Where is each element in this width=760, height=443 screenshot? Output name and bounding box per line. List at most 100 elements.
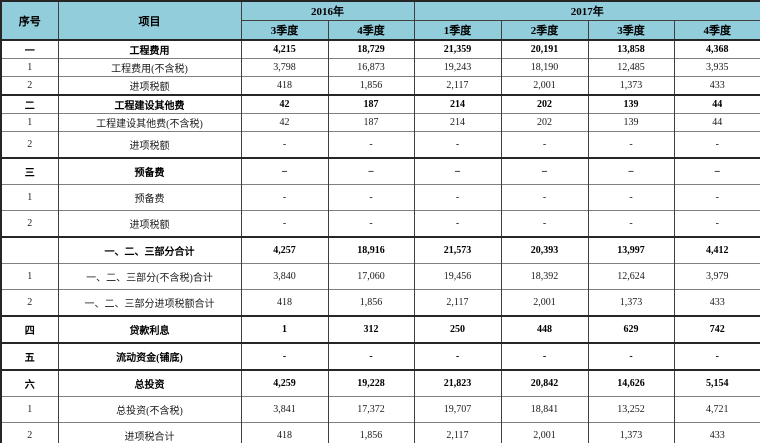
row-item-cell: 工程建设其他费 [57,94,242,114]
row-item-cell: 进项税额 [57,131,242,158]
value-cell: 2,001 [500,76,589,95]
row-item-cell: 预备费 [57,184,242,211]
row-no-cell: 六 [0,369,59,397]
value-cell: 1,373 [587,76,675,95]
row-no-cell: 2 [0,210,59,237]
value-cell: 18,729 [327,39,415,59]
value-cell: - [327,210,415,237]
value-cell: 418 [240,289,329,316]
value-cell: 19,456 [413,263,502,290]
value-cell: 42 [240,94,329,114]
value-cell: 42 [240,113,329,132]
row-item-cell: 一、二、三部分合计 [57,236,242,264]
quarter-header-2017-q1: 1季度 [413,20,502,41]
quarter-header-2017-q4: 4季度 [673,20,760,41]
header-row-years: 序号 项目 2016年 2017年 [0,1,760,41]
value-cell: 202 [500,94,589,114]
header-row-quarters: 3季度 4季度 1季度 2季度 3季度 4季度 [1,20,760,41]
table-row: 二工程建设其他费 42 187 214 202 139 44 [0,94,760,114]
value-cell: - [587,131,675,158]
value-cell: 20,393 [500,236,589,264]
row-no-cell: 三 [0,157,59,185]
value-cell: 418 [240,76,329,95]
table-body: 一工程费用 4,215 18,729 21,359 20,191 13,858 4,368 1… [0,39,760,443]
row-item-cell: 进项税额 [57,76,242,95]
value-cell: – [587,157,675,185]
value-cell: 1,373 [587,422,675,443]
quarter-header-2016-q3: 3季度 [240,20,329,41]
value-cell: 2,001 [500,289,589,316]
value-cell: 13,997 [587,236,675,264]
value-cell: 20,842 [500,369,589,397]
value-cell: 3,798 [240,58,329,77]
value-cell: 187 [327,94,415,114]
value-cell: 4,368 [673,39,760,59]
year-2017-header: 2017年 [413,1,760,21]
value-cell: 19,243 [413,58,502,77]
row-item-cell: 工程费用 [57,39,242,59]
table-row: 1 工程建设其他费(不含税) 42 187 214 202 139 44 [0,113,760,132]
row-no-cell: 1 [0,396,59,423]
row-item-cell: 总投资 [57,369,242,397]
value-cell: – [240,157,329,185]
value-cell: - [413,184,502,211]
value-cell: 433 [673,289,760,316]
value-cell: 17,060 [327,263,415,290]
table-row: 1 预备费 - - - - - - [0,184,760,211]
value-cell: 214 [413,94,502,114]
table-row: 2 进项税额 - - - - - - [0,131,760,158]
table-row: 三预备费 – – – – – – [0,157,760,185]
table-row: 1 工程费用(不含税) 3,798 16,873 19,243 18,190 12,485 3… [0,58,760,77]
value-cell: - [413,131,502,158]
value-cell: 13,858 [587,39,675,59]
value-cell: 3,979 [673,263,760,290]
value-cell: - [413,342,502,370]
table-row: 2 进项税额 - - - - - - [0,210,760,237]
value-cell: 12,624 [587,263,675,290]
row-no-cell: 1 [0,263,59,290]
row-item-cell: 总投资(不含税) [57,396,242,423]
value-cell: 187 [327,113,415,132]
value-cell: 14,626 [587,369,675,397]
row-item-cell: 流动资金(铺底) [57,342,242,370]
value-cell: 19,228 [327,369,415,397]
value-cell: 448 [500,315,589,343]
value-cell: 433 [673,422,760,443]
row-item-cell: 工程建设其他费(不含税) [57,113,242,132]
table-row: 2 进项税合计 418 1,856 2,117 2,001 1,373 433 [0,422,760,443]
row-no-cell: 四 [0,315,59,343]
value-cell: - [500,210,589,237]
value-cell: - [327,131,415,158]
value-cell: 742 [673,315,760,343]
table-row: 六总投资 4,259 19,228 21,823 20,842 14,626 5,154 [0,369,760,397]
row-item-cell: 工程费用(不含税) [57,58,242,77]
row-item-cell: 贷款利息 [57,315,242,343]
value-cell: 214 [413,113,502,132]
year-2016-header: 2016年 [240,1,415,21]
value-cell: 3,841 [240,396,329,423]
value-cell: - [673,210,760,237]
col-header-item: 项目 [57,1,242,41]
table-row: 2 一、二、三部分进项税额合计 418 1,856 2,117 2,001 1,373 433 [0,289,760,316]
table-row: 一工程费用 4,215 18,729 21,359 20,191 13,858 4,368 [0,39,760,59]
table-row: 五流动资金(铺底) - - - - - - [0,342,760,370]
value-cell: - [327,184,415,211]
value-cell: - [673,131,760,158]
value-cell: 19,707 [413,396,502,423]
value-cell: 4,412 [673,236,760,264]
value-cell: 3,840 [240,263,329,290]
row-item-cell: 进项税额 [57,210,242,237]
value-cell: - [673,342,760,370]
value-cell: 21,573 [413,236,502,264]
value-cell: - [673,184,760,211]
value-cell: 250 [413,315,502,343]
value-cell: 18,392 [500,263,589,290]
value-cell: 1,856 [327,76,415,95]
row-no-cell [0,236,59,264]
value-cell: 44 [673,94,760,114]
value-cell: 21,359 [413,39,502,59]
row-item-cell: 一、二、三部分(不含税)合计 [57,263,242,290]
table-header: 序号 项目 2016年 2017年 3季度 4季度 1季度 2季度 3季度 4季… [0,1,760,41]
row-item-cell: 预备费 [57,157,242,185]
